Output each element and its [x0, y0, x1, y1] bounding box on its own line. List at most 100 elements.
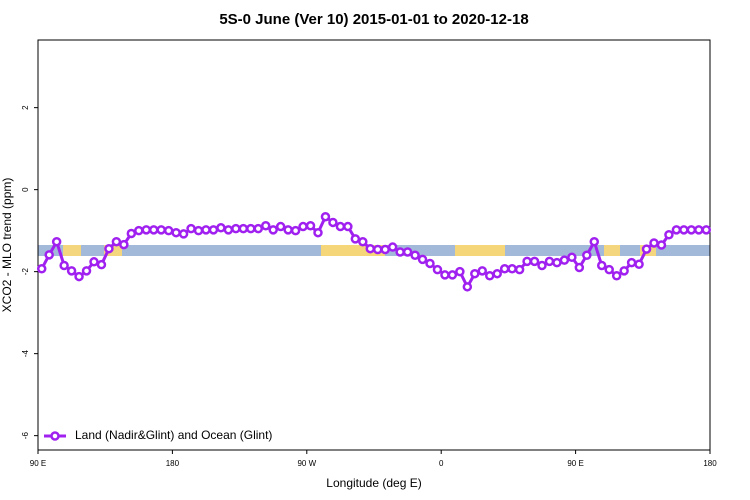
data-point [529, 256, 540, 267]
chart-title: 5S-0 June (Ver 10) 2015-01-01 to 2020-12… [219, 11, 528, 28]
data-point [59, 260, 69, 271]
y-tick-label: -4 [21, 350, 30, 358]
data-point [455, 266, 465, 277]
data-point [402, 247, 413, 257]
data-point [447, 270, 458, 280]
data-point [328, 217, 338, 228]
legend: Land (Nadir&Glint) and Ocean (Glint) [44, 428, 272, 442]
data-point [596, 260, 607, 271]
data-point [484, 271, 495, 281]
data-point [216, 223, 226, 233]
data-point [701, 225, 712, 235]
data-point [186, 223, 196, 234]
data-point [537, 260, 547, 271]
data-point [567, 252, 577, 263]
data-point [664, 230, 674, 240]
plot-frame [37, 39, 711, 451]
data-point [582, 250, 592, 260]
data-point [634, 259, 644, 270]
data-point [156, 225, 166, 235]
data-point [544, 256, 555, 267]
data-point [492, 268, 502, 279]
data-point [335, 221, 346, 232]
data-point [253, 223, 264, 234]
data-point [126, 228, 137, 239]
data-point [350, 234, 361, 244]
data-point [679, 225, 689, 235]
data-point [111, 236, 122, 247]
data-point [238, 223, 249, 234]
data-point [432, 264, 443, 275]
x-tick-label: 180 [703, 459, 717, 468]
legend-marker [50, 431, 60, 441]
data-point [141, 225, 152, 235]
data-point [559, 255, 570, 265]
data-point [574, 262, 585, 273]
data-point [499, 264, 510, 274]
data-point [134, 225, 144, 236]
data-point [260, 220, 271, 231]
data-point [358, 236, 368, 247]
data-point [223, 225, 234, 235]
x-tick-label: 90 E [30, 459, 46, 468]
data-point [81, 266, 92, 276]
data-point [522, 256, 532, 267]
data-point [51, 236, 62, 247]
data-point [641, 244, 652, 254]
data-point [462, 282, 473, 292]
data-point [193, 225, 204, 236]
data-point [313, 227, 323, 238]
data-point [507, 264, 517, 274]
data-point [372, 244, 383, 255]
y-tick-label: -2 [21, 268, 30, 276]
data-point [694, 225, 704, 235]
data-point [201, 225, 211, 235]
data-point [89, 257, 99, 267]
data-point [231, 223, 241, 234]
data-point [298, 221, 308, 232]
data-point [74, 271, 84, 282]
data-point [283, 225, 293, 235]
data-point [171, 227, 181, 238]
data-point [290, 225, 301, 236]
x-tick-label: 90 E [567, 459, 583, 468]
data-point [611, 271, 622, 281]
x-tick-label: 0 [439, 459, 444, 468]
data-point [470, 268, 480, 279]
y-axis-label: XCO2 - MLO trend (ppm) [0, 178, 14, 313]
data-point [410, 250, 420, 260]
data-point [395, 247, 405, 257]
data-point [44, 250, 54, 260]
x-axis-label: Longitude (deg E) [326, 476, 421, 490]
data-point [246, 223, 256, 234]
legend-label: Land (Nadir&Glint) and Ocean (Glint) [75, 428, 272, 442]
data-point [380, 244, 390, 255]
data-point [477, 266, 488, 276]
data-point [387, 242, 398, 252]
data-point [178, 229, 189, 239]
data-point [686, 225, 697, 235]
x-tick-label: 180 [166, 459, 180, 468]
data-point [604, 264, 614, 275]
y-tick-label: -6 [21, 432, 30, 440]
data-point [148, 225, 159, 235]
data-point [365, 243, 376, 254]
data-point [440, 270, 450, 280]
data-point [514, 264, 525, 275]
data-point [671, 225, 682, 235]
data-point [619, 266, 629, 276]
data-point [305, 220, 316, 231]
data-point [104, 243, 114, 254]
data-point [343, 221, 353, 232]
data-point [268, 225, 278, 235]
data-point [119, 239, 129, 250]
data-point [36, 264, 47, 274]
data-point [656, 240, 667, 250]
data-point [417, 254, 428, 265]
data-point [589, 236, 600, 247]
data-point [626, 257, 637, 268]
data-point [275, 221, 286, 232]
data-point [552, 257, 562, 268]
data-point [163, 225, 174, 236]
